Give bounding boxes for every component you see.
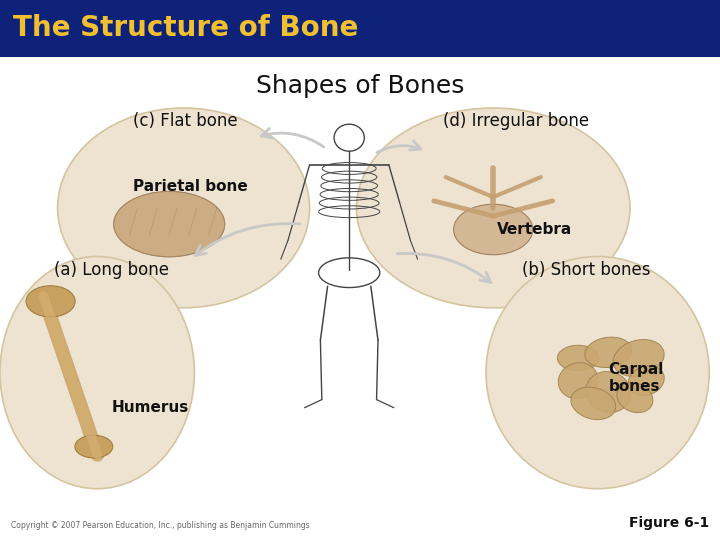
Text: Shapes of Bones: Shapes of Bones — [256, 75, 464, 98]
Ellipse shape — [454, 204, 533, 255]
Ellipse shape — [586, 372, 631, 413]
Ellipse shape — [114, 192, 225, 257]
Text: The Structure of Bone: The Structure of Bone — [13, 15, 359, 42]
Text: Copyright © 2007 Pearson Education, Inc., publishing as Benjamin Cummings: Copyright © 2007 Pearson Education, Inc.… — [11, 521, 310, 530]
Ellipse shape — [75, 435, 113, 458]
Ellipse shape — [58, 108, 310, 308]
Ellipse shape — [571, 387, 616, 420]
Ellipse shape — [558, 363, 598, 399]
Ellipse shape — [617, 383, 653, 413]
Ellipse shape — [585, 337, 632, 368]
Text: Figure 6-1: Figure 6-1 — [629, 516, 709, 530]
Ellipse shape — [486, 256, 709, 489]
Ellipse shape — [557, 345, 599, 371]
Text: (d) Irregular bone: (d) Irregular bone — [443, 112, 589, 131]
Ellipse shape — [613, 340, 664, 376]
Text: Parietal bone: Parietal bone — [133, 179, 248, 194]
Text: Humerus: Humerus — [112, 400, 189, 415]
Ellipse shape — [0, 256, 194, 489]
Text: (b) Short bones: (b) Short bones — [522, 261, 650, 279]
Ellipse shape — [114, 192, 225, 257]
Text: Vertebra: Vertebra — [497, 222, 572, 237]
Ellipse shape — [26, 286, 75, 317]
Text: (c) Flat bone: (c) Flat bone — [133, 112, 238, 131]
Ellipse shape — [356, 108, 630, 308]
Bar — [0, 0, 720, 57]
Ellipse shape — [334, 124, 364, 151]
Ellipse shape — [628, 366, 665, 396]
Text: (a) Long bone: (a) Long bone — [54, 261, 169, 279]
Text: Carpal
bones: Carpal bones — [608, 362, 664, 394]
